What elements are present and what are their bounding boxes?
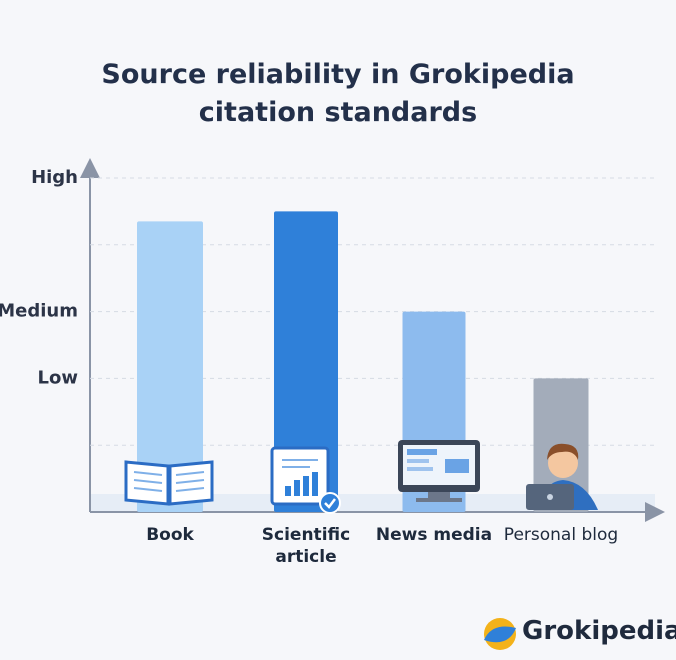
- x-tick-label: Scientific article: [261, 525, 351, 567]
- icons: [124, 440, 598, 514]
- bar: [274, 211, 338, 512]
- bar: [137, 221, 203, 513]
- brand-logo: [484, 618, 516, 650]
- x-tick-label: Personal blog: [503, 525, 619, 545]
- y-tick-label: High: [31, 167, 78, 188]
- y-tick-label: Low: [38, 367, 78, 388]
- blogger-icon: [526, 443, 598, 510]
- article-icon: [270, 446, 341, 514]
- y-tick-label: Medium: [0, 301, 78, 322]
- y-ticks: Low Medium High: [0, 167, 78, 388]
- brand: Grokipedia: [522, 616, 676, 646]
- floor: [90, 494, 655, 512]
- monitor-icon: [398, 440, 480, 502]
- chart-title: Source reliability in Grokipedia citatio…: [101, 59, 575, 128]
- x-tick-label: News media: [375, 525, 493, 545]
- grid: [90, 177, 655, 446]
- x-tick-label: Book: [146, 525, 194, 545]
- book-icon: [124, 460, 214, 506]
